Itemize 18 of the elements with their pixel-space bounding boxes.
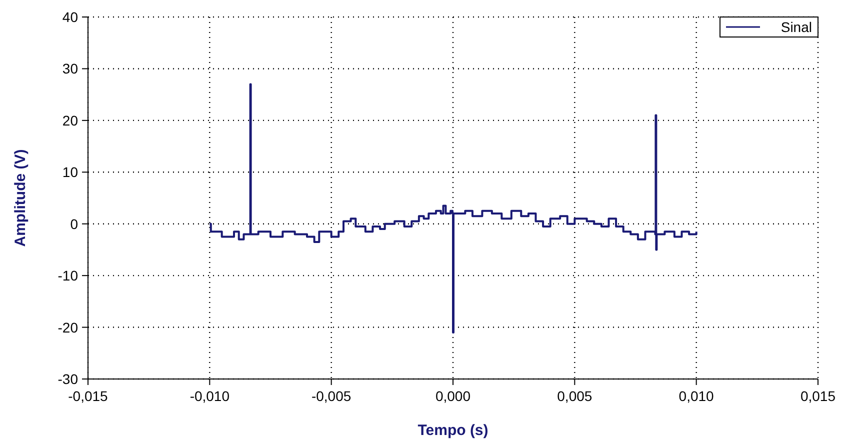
x-tick-label: 0,005 — [557, 388, 592, 404]
y-tick-label: -20 — [58, 319, 78, 336]
x-axis-title: Tempo (s) — [418, 422, 488, 439]
x-tick-label: 0,000 — [435, 388, 471, 404]
y-tick-label: 0 — [70, 216, 78, 232]
y-tick-label: 30 — [62, 60, 78, 77]
x-tick-label: -0,010 — [190, 388, 230, 404]
y-tick-label: 20 — [62, 112, 78, 128]
y-tick-label: 40 — [62, 9, 78, 25]
legend-label: Sinal — [780, 19, 812, 35]
y-tick-label: -30 — [58, 371, 78, 387]
y-axis-title: Amplitude (V) — [12, 149, 29, 247]
y-tick-label: -10 — [58, 268, 78, 284]
x-tick-label: 0,015 — [800, 388, 836, 404]
x-tick-label: -0,005 — [311, 388, 352, 404]
x-tick-label: 0,010 — [678, 388, 714, 404]
x-tick-label: -0,015 — [68, 388, 108, 404]
y-tick-label: 10 — [62, 164, 78, 180]
